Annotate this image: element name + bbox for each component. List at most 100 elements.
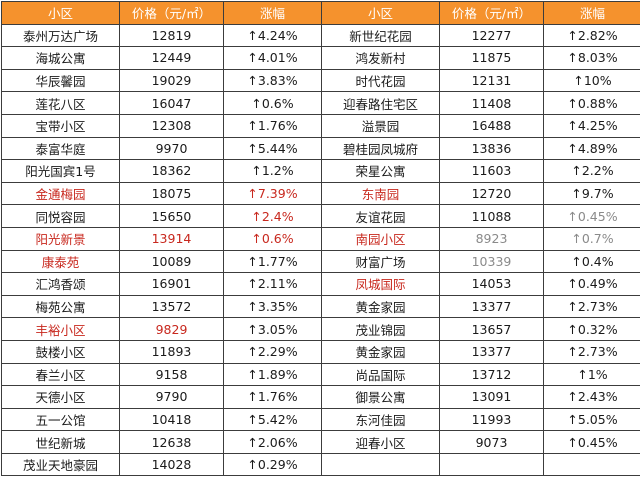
change-cell: ↑1.77% bbox=[224, 250, 322, 273]
price-cell: 13836 bbox=[440, 137, 544, 160]
community-name: 康泰苑 bbox=[2, 250, 120, 273]
community-name: 梅苑公寓 bbox=[2, 295, 120, 318]
change-cell: ↑1% bbox=[544, 363, 640, 386]
community-name: 同悦容园 bbox=[2, 205, 120, 228]
change-cell: ↑0.6% bbox=[224, 227, 322, 250]
community-name: 迎春小区 bbox=[322, 431, 440, 454]
change-cell: ↑9.7% bbox=[544, 182, 640, 205]
change-cell: ↑0.45% bbox=[544, 205, 640, 228]
price-cell: 18075 bbox=[120, 182, 224, 205]
change-cell bbox=[544, 453, 640, 476]
header-change-right: 涨幅 bbox=[544, 2, 640, 25]
change-cell: ↑1.2% bbox=[224, 160, 322, 183]
change-cell: ↑2.43% bbox=[544, 386, 640, 409]
change-cell: ↑7.39% bbox=[224, 182, 322, 205]
change-cell: ↑3.35% bbox=[224, 295, 322, 318]
change-cell: ↑1.89% bbox=[224, 363, 322, 386]
change-cell: ↑0.6% bbox=[224, 92, 322, 115]
price-cell: 9790 bbox=[120, 386, 224, 409]
header-change-left: 涨幅 bbox=[224, 2, 322, 25]
price-cell: 12449 bbox=[120, 47, 224, 70]
change-cell: ↑2.82% bbox=[544, 24, 640, 47]
price-cell: 13657 bbox=[440, 318, 544, 341]
price-cell: 15650 bbox=[120, 205, 224, 228]
community-name bbox=[322, 453, 440, 476]
price-cell: 11603 bbox=[440, 160, 544, 183]
community-name: 黄金家园 bbox=[322, 340, 440, 363]
price-cell: 12720 bbox=[440, 182, 544, 205]
community-name: 阳光国宾1号 bbox=[2, 160, 120, 183]
price-cell: 13091 bbox=[440, 386, 544, 409]
price-cell bbox=[440, 453, 544, 476]
change-cell: ↑0.7% bbox=[544, 227, 640, 250]
community-name: 尚品国际 bbox=[322, 363, 440, 386]
change-cell: ↑0.4% bbox=[544, 250, 640, 273]
community-name: 迎春路住宅区 bbox=[322, 92, 440, 115]
community-name: 天德小区 bbox=[2, 386, 120, 409]
community-name: 御景公寓 bbox=[322, 386, 440, 409]
price-cell: 13377 bbox=[440, 340, 544, 363]
community-name: 荣星公寓 bbox=[322, 160, 440, 183]
community-name: 汇鸿香颂 bbox=[2, 273, 120, 296]
change-cell: ↑4.24% bbox=[224, 24, 322, 47]
price-cell: 11875 bbox=[440, 47, 544, 70]
change-cell: ↑3.83% bbox=[224, 69, 322, 92]
price-cell: 13377 bbox=[440, 295, 544, 318]
price-cell: 8923 bbox=[440, 227, 544, 250]
change-cell: ↑5.05% bbox=[544, 408, 640, 431]
change-cell: ↑0.32% bbox=[544, 318, 640, 341]
price-cell: 18362 bbox=[120, 160, 224, 183]
change-cell: ↑2.4% bbox=[224, 205, 322, 228]
price-cell: 14053 bbox=[440, 273, 544, 296]
change-cell: ↑10% bbox=[544, 69, 640, 92]
change-cell: ↑0.88% bbox=[544, 92, 640, 115]
community-name: 世纪新城 bbox=[2, 431, 120, 454]
change-cell: ↑5.42% bbox=[224, 408, 322, 431]
community-name: 友谊花园 bbox=[322, 205, 440, 228]
community-name: 财富广场 bbox=[322, 250, 440, 273]
community-name: 鼓楼小区 bbox=[2, 340, 120, 363]
community-name: 泰富华庭 bbox=[2, 137, 120, 160]
header-price-right: 价格（元/㎡） bbox=[440, 2, 544, 25]
community-name: 春兰小区 bbox=[2, 363, 120, 386]
price-cell: 16047 bbox=[120, 92, 224, 115]
price-cell: 10339 bbox=[440, 250, 544, 273]
community-name: 凤城国际 bbox=[322, 273, 440, 296]
price-cell: 10418 bbox=[120, 408, 224, 431]
change-cell: ↑0.29% bbox=[224, 453, 322, 476]
community-name: 茂业锦园 bbox=[322, 318, 440, 341]
community-name: 阳光新景 bbox=[2, 227, 120, 250]
community-name: 南园小区 bbox=[322, 227, 440, 250]
community-name: 金通梅园 bbox=[2, 182, 120, 205]
change-cell: ↑8.03% bbox=[544, 47, 640, 70]
change-cell: ↑5.44% bbox=[224, 137, 322, 160]
change-cell: ↑2.2% bbox=[544, 160, 640, 183]
community-name: 新世纪花园 bbox=[322, 24, 440, 47]
change-cell: ↑2.73% bbox=[544, 340, 640, 363]
community-name: 华辰馨园 bbox=[2, 69, 120, 92]
change-cell: ↑0.49% bbox=[544, 273, 640, 296]
community-name: 海城公寓 bbox=[2, 47, 120, 70]
price-cell: 11408 bbox=[440, 92, 544, 115]
price-cell: 12819 bbox=[120, 24, 224, 47]
header-community-right: 小区 bbox=[322, 2, 440, 25]
community-name: 茂业天地豪园 bbox=[2, 453, 120, 476]
header-price-left: 价格（元/㎡） bbox=[120, 2, 224, 25]
change-cell: ↑2.29% bbox=[224, 340, 322, 363]
change-cell: ↑2.73% bbox=[544, 295, 640, 318]
community-name: 黄金家园 bbox=[322, 295, 440, 318]
